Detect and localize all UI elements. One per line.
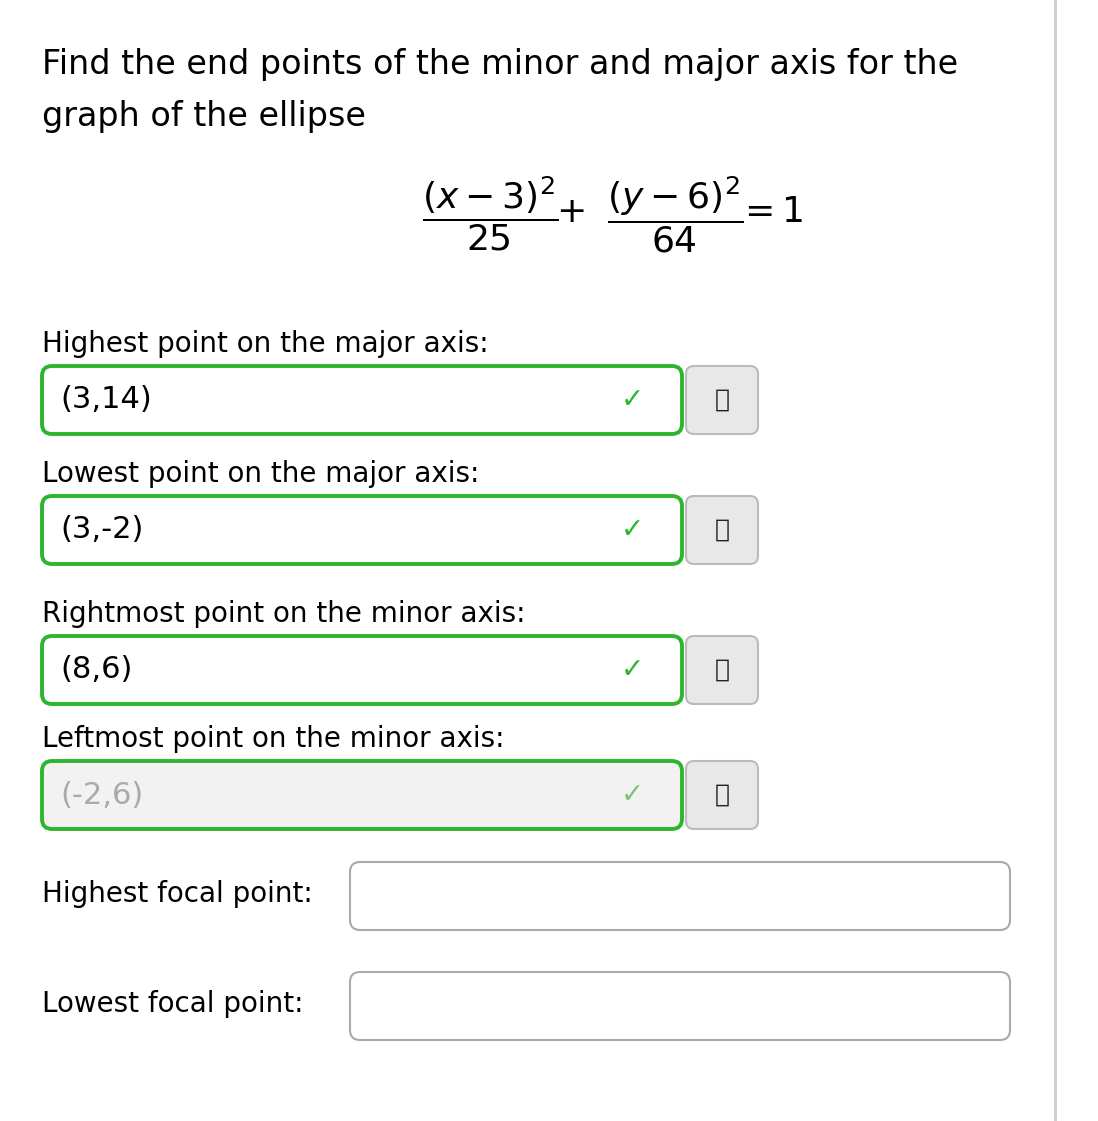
Text: Highest point on the major axis:: Highest point on the major axis: [42,330,489,358]
FancyBboxPatch shape [686,495,758,564]
FancyBboxPatch shape [686,761,758,830]
Text: $= 1$: $= 1$ [737,195,803,229]
FancyBboxPatch shape [42,365,682,434]
Text: Find the end points of the minor and major axis for the: Find the end points of the minor and maj… [42,48,959,81]
Text: $+$: $+$ [556,195,584,229]
Text: ✓: ✓ [620,386,643,414]
FancyBboxPatch shape [42,495,682,564]
FancyBboxPatch shape [686,365,758,434]
FancyBboxPatch shape [350,972,1010,1040]
Text: ⚿: ⚿ [715,782,729,807]
Text: ✓: ✓ [620,516,643,544]
Text: ⚿: ⚿ [715,518,729,541]
Text: ✓: ✓ [620,781,643,809]
FancyBboxPatch shape [686,636,758,704]
FancyBboxPatch shape [42,636,682,704]
Text: Rightmost point on the minor axis:: Rightmost point on the minor axis: [42,600,526,628]
Text: $\dfrac{(y-6)^{2}}{64}$: $\dfrac{(y-6)^{2}}{64}$ [607,175,743,256]
Text: ✓: ✓ [620,656,643,684]
Text: Highest focal point:: Highest focal point: [42,880,313,908]
Text: (3,-2): (3,-2) [60,516,144,545]
Text: (3,14): (3,14) [60,386,152,415]
Text: ⚿: ⚿ [715,658,729,682]
Text: (-2,6): (-2,6) [60,780,143,809]
Text: ⚿: ⚿ [715,388,729,413]
Text: Lowest focal point:: Lowest focal point: [42,990,303,1018]
Text: (8,6): (8,6) [60,656,133,685]
Text: $\dfrac{(x-3)^{2}}{25}$: $\dfrac{(x-3)^{2}}{25}$ [422,175,558,253]
FancyBboxPatch shape [42,761,682,830]
Text: Leftmost point on the minor axis:: Leftmost point on the minor axis: [42,725,504,753]
Text: Lowest point on the major axis:: Lowest point on the major axis: [42,460,480,488]
FancyBboxPatch shape [350,862,1010,930]
Text: graph of the ellipse: graph of the ellipse [42,100,366,133]
